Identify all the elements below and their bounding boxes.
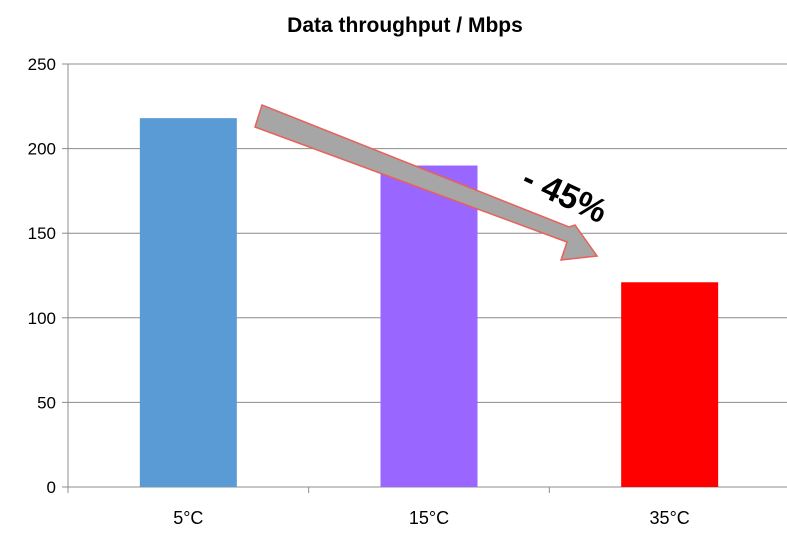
x-tick-label: 35°C [650,508,690,528]
chart-title: Data throughput / Mbps [287,14,523,37]
bars [139,118,719,488]
bar [621,282,719,487]
y-tick-label: 150 [28,224,56,243]
trend-arrow [254,104,599,261]
y-tick-label: 200 [28,140,56,159]
bar [139,118,237,488]
y-tick-label: 0 [47,478,56,497]
y-tick-label: 100 [28,309,56,328]
y-tick-label: 50 [37,393,56,412]
x-tick-label: 15°C [409,508,449,528]
y-tick-label: 250 [28,55,56,74]
x-tick-label: 5°C [173,508,203,528]
bar [380,165,478,487]
tick-labels: 0 50 100 150 200 250 5°C 15°C 35°C [28,55,690,528]
